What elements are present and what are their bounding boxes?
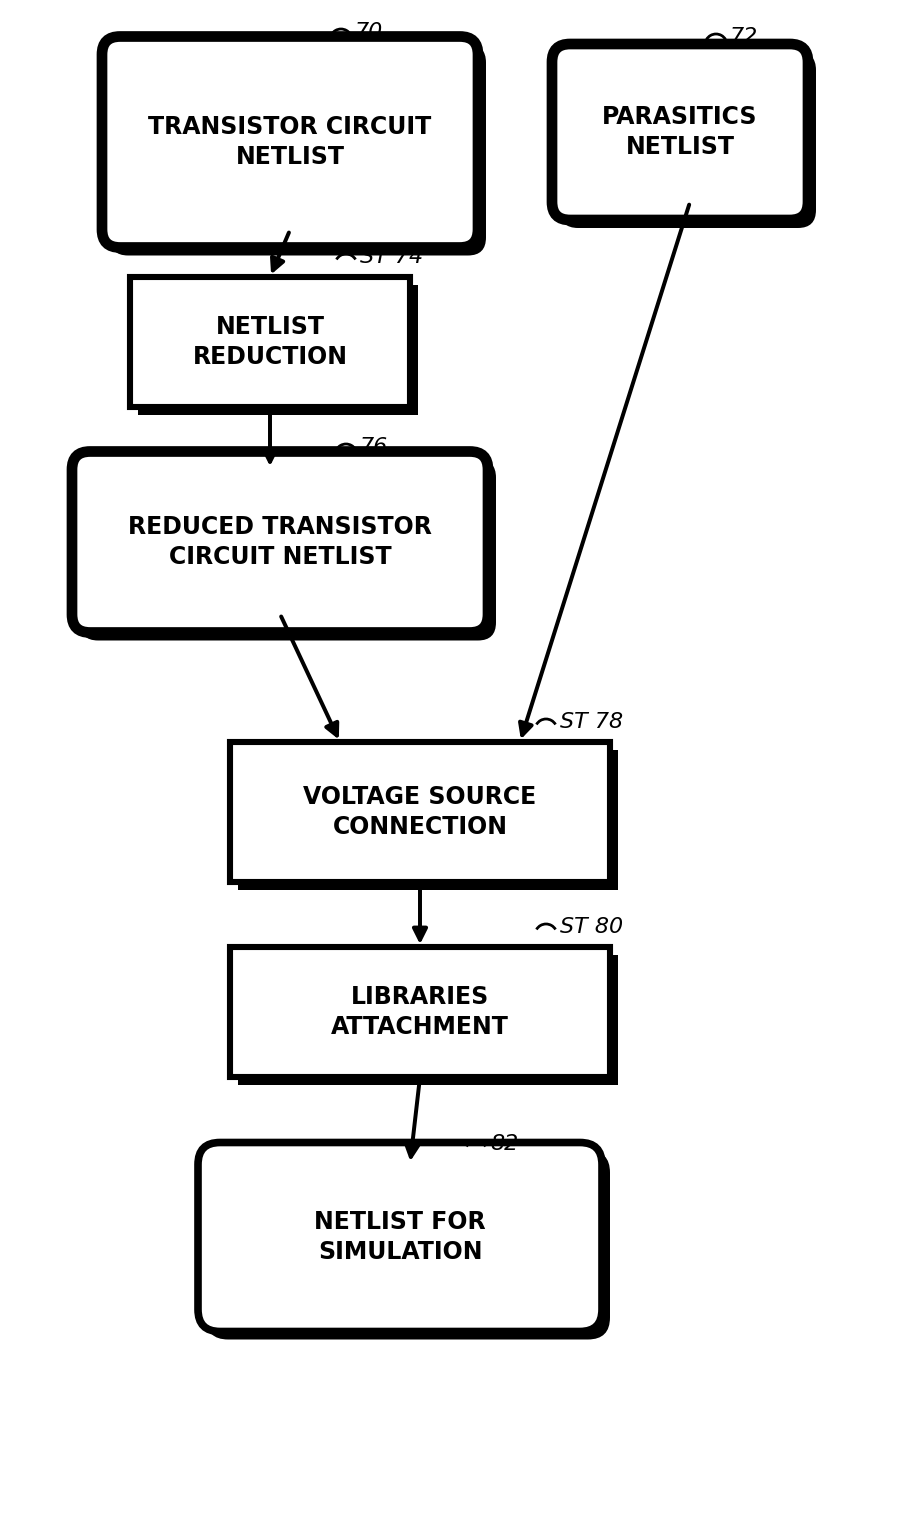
Text: ST 74: ST 74	[360, 247, 424, 267]
FancyBboxPatch shape	[560, 52, 816, 228]
FancyBboxPatch shape	[110, 44, 486, 256]
Bar	[238, 751, 618, 890]
Text: PARASITICS
NETLIST: PARASITICS NETLIST	[602, 106, 757, 159]
Bar	[130, 277, 410, 408]
Bar	[230, 741, 610, 882]
Text: 82: 82	[490, 1134, 518, 1154]
Text: LIBRARIES
ATTACHMENT: LIBRARIES ATTACHMENT	[331, 985, 509, 1039]
Bar	[138, 285, 418, 415]
Text: ST 78: ST 78	[560, 712, 623, 732]
Bar	[230, 947, 610, 1077]
Text: NETLIST
REDUCTION: NETLIST REDUCTION	[192, 316, 347, 369]
FancyBboxPatch shape	[198, 1143, 602, 1331]
Text: VOLTAGE SOURCE
CONNECTION: VOLTAGE SOURCE CONNECTION	[303, 784, 537, 840]
FancyBboxPatch shape	[102, 37, 478, 248]
FancyBboxPatch shape	[206, 1151, 610, 1339]
Text: ST 80: ST 80	[560, 918, 623, 938]
Text: TRANSISTOR CIRCUIT
NETLIST: TRANSISTOR CIRCUIT NETLIST	[149, 115, 432, 169]
FancyBboxPatch shape	[552, 44, 808, 221]
Text: 76: 76	[360, 437, 388, 457]
Bar	[238, 954, 618, 1085]
FancyBboxPatch shape	[80, 460, 496, 640]
Text: 72: 72	[730, 28, 758, 47]
Text: REDUCED TRANSISTOR
CIRCUIT NETLIST: REDUCED TRANSISTOR CIRCUIT NETLIST	[128, 515, 432, 568]
FancyBboxPatch shape	[72, 452, 488, 633]
Text: 70: 70	[355, 21, 384, 41]
Text: NETLIST FOR
SIMULATION: NETLIST FOR SIMULATION	[314, 1210, 486, 1264]
